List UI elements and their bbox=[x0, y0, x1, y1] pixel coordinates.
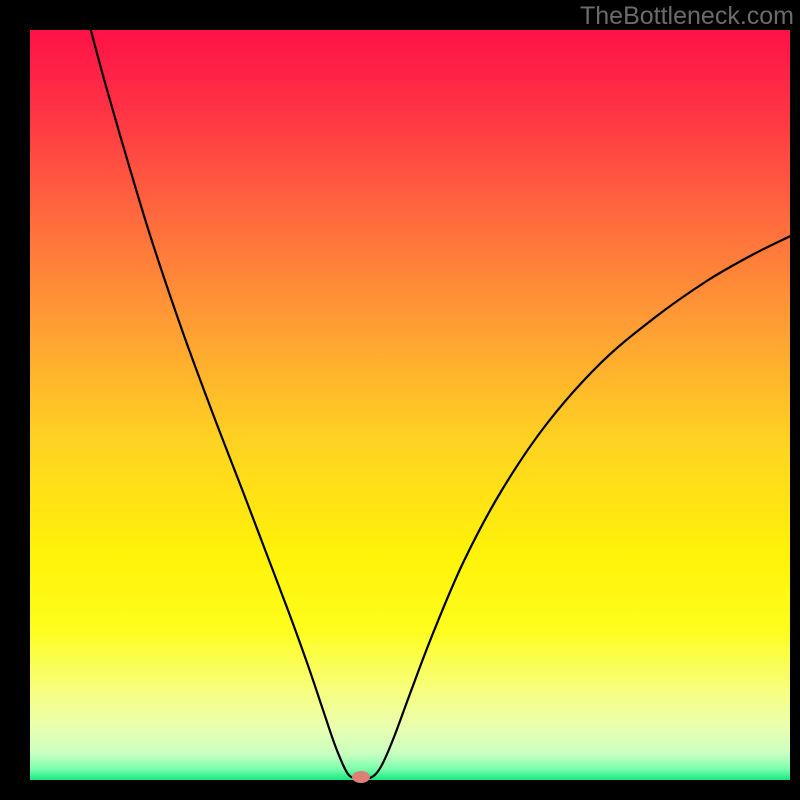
watermark-text: TheBottleneck.com bbox=[580, 2, 794, 31]
bottleneck-curve bbox=[30, 30, 790, 780]
plot-area bbox=[30, 30, 790, 780]
optimal-point-marker bbox=[352, 771, 370, 783]
chart-container: TheBottleneck.com bbox=[0, 0, 800, 800]
